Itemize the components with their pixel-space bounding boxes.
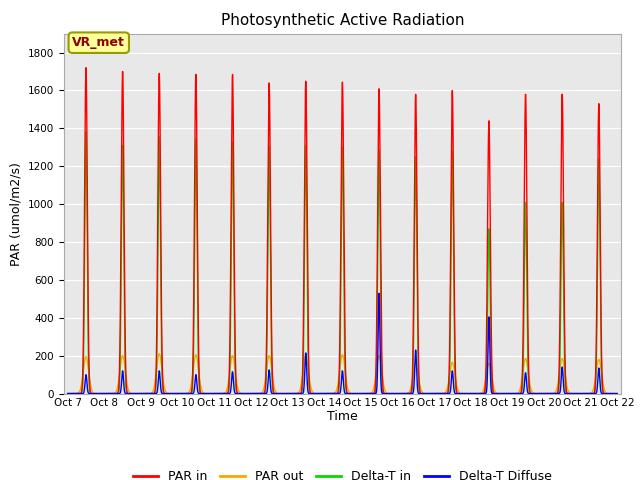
Y-axis label: PAR (umol/m2/s): PAR (umol/m2/s) xyxy=(10,162,22,265)
Title: Photosynthetic Active Radiation: Photosynthetic Active Radiation xyxy=(221,13,464,28)
Text: VR_met: VR_met xyxy=(72,36,125,49)
Legend: PAR in, PAR out, Delta-T in, Delta-T Diffuse: PAR in, PAR out, Delta-T in, Delta-T Dif… xyxy=(129,465,556,480)
X-axis label: Time: Time xyxy=(327,410,358,423)
